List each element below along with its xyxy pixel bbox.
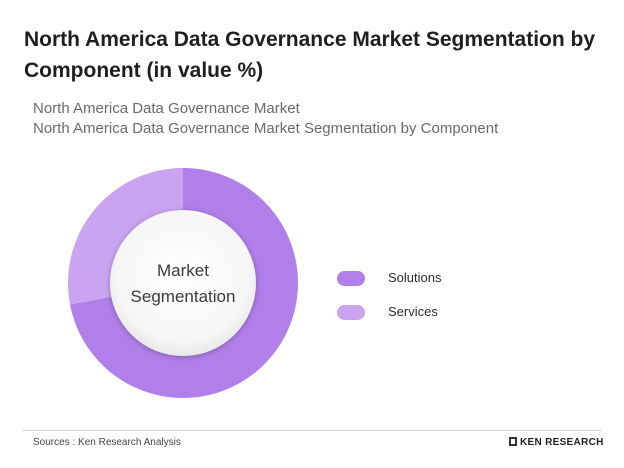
- ken-research-logo-icon: [509, 437, 517, 446]
- brand-name: KEN RESEARCH: [520, 437, 604, 448]
- legend-swatch-services: [337, 305, 365, 320]
- legend-label-services: Services: [388, 304, 438, 319]
- chart-subtitle-detail: North America Data Governance Market Seg…: [33, 120, 499, 137]
- legend-swatch-solutions: [337, 271, 365, 286]
- source-note: Sources : Ken Research Analysis: [33, 437, 181, 448]
- chart-subtitle: North America Data Governance Market: [33, 100, 300, 117]
- chart-title: North America Data Governance Market Seg…: [24, 28, 596, 82]
- donut-center: [110, 210, 256, 356]
- center-label-line-1: Market: [157, 261, 209, 280]
- center-label-line-2: Segmentation: [131, 287, 236, 306]
- footer-divider: [22, 430, 602, 431]
- brand-logo: KEN RESEARCH: [509, 437, 604, 448]
- legend-label-solutions: Solutions: [388, 270, 442, 285]
